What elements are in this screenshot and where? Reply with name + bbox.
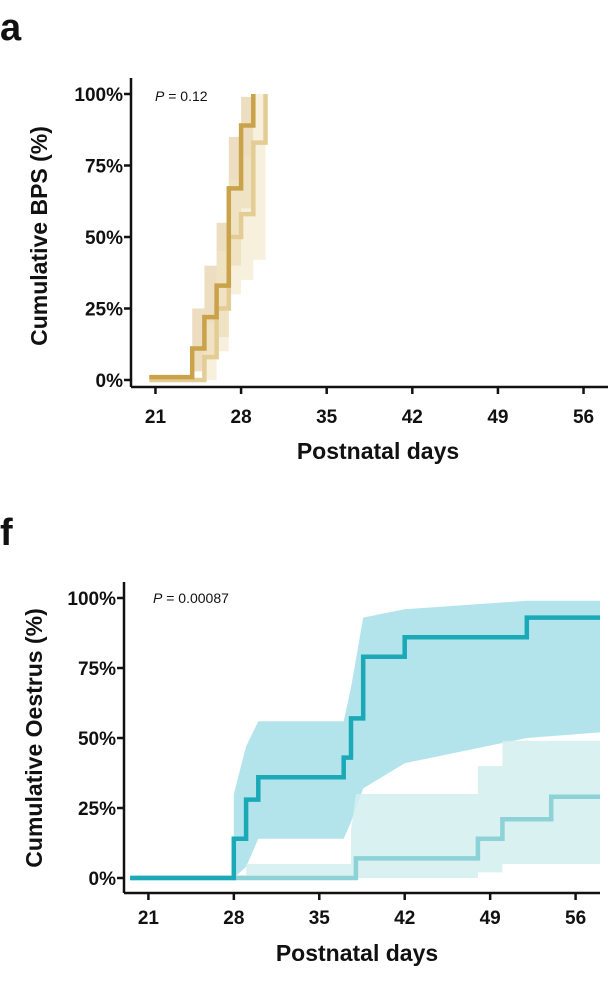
panel-a-x-tick-label: 21 [145, 407, 167, 428]
panel-a-step-lines [149, 94, 268, 383]
panel-f: f 0% 25% 50% 75% 100% 21 28 35 42 49 56 P = 0.000… [0, 512, 601, 966]
panel-f-confidence-bands [130, 600, 601, 878]
panel-f-x-axis-title: Postnatal days [276, 940, 438, 966]
panel-f-y-tick-label: 25% [78, 799, 116, 820]
panel-a-x-tick-label: 28 [231, 407, 252, 428]
panel-f-band-group-2 [130, 740, 600, 878]
panel-f-y-tick-label: 100% [67, 589, 116, 610]
panel-a-p-value: P = 0.12 [155, 88, 208, 104]
panel-f-y-axis-title: Cumulative Oestrus (%) [21, 608, 47, 867]
panel-a-confidence-bands [149, 94, 266, 380]
panel-a-x-tick-label: 42 [402, 407, 423, 428]
panel-a-x-tick-label: 49 [487, 407, 508, 428]
panel-f-x-tick-label: 56 [565, 908, 586, 929]
panel-a-p-symbol: P [155, 88, 165, 104]
panel-a-y-tick-label: 25% [85, 300, 123, 321]
panel-f-x-tick-label: 28 [223, 908, 244, 929]
panel-f-step-lines [130, 615, 600, 881]
panel-f-p-text: = 0.00087 [162, 590, 229, 606]
panel-f-x-tick-label: 21 [138, 908, 160, 929]
panel-a-y-tick-label: 100% [74, 85, 123, 106]
panel-a-y-tick-label: 0% [96, 371, 124, 392]
panel-f-y-tick-label: 75% [78, 659, 116, 680]
panel-a-x-tick-label: 56 [573, 407, 594, 428]
panel-f-x-tick-label: 42 [394, 908, 415, 929]
panel-f-p-symbol: P [153, 590, 163, 606]
panel-a: a 0%25%50%75%100% 21 28 35 42 49 56 P = 0.12 … [0, 7, 608, 464]
panel-a-letter: a [0, 7, 22, 49]
panel-f-band-group-1 [233, 600, 601, 878]
panel-a-y-tick-label: 50% [85, 228, 123, 249]
panel-a-y-axis-title: Cumulative BPS (%) [26, 126, 52, 346]
panel-a-p-text: = 0.12 [164, 88, 207, 104]
panel-a-line-group-1 [149, 94, 256, 380]
panel-f-y-tick-label: 0% [89, 869, 117, 890]
panel-f-y-ticks: 0% 25% 50% 75% 100% [67, 589, 124, 890]
panel-a-y-ticks: 0% 25% 50% 75% 100% [74, 85, 131, 392]
panel-f-letter: f [0, 512, 13, 554]
panel-f-x-tick-label: 49 [480, 908, 501, 929]
panel-a-x-tick-label: 35 [316, 407, 338, 428]
panel-a-x-axis-title: Postnatal days [297, 438, 459, 464]
panel-f-p-value: P = 0.00087 [153, 590, 229, 606]
panel-f-line-group-1 [130, 615, 600, 881]
panel-a-y-tick-label: 75% [85, 157, 123, 178]
panel-f-y-tick-label: 50% [78, 729, 116, 750]
panel-f-x-tick-label: 35 [309, 908, 331, 929]
panel-f-x-ticks: 21 28 35 42 49 56 [138, 893, 586, 929]
panel-f-line-group-2 [130, 794, 600, 881]
panel-a-x-ticks: 21 28 35 42 49 56 [145, 387, 594, 428]
